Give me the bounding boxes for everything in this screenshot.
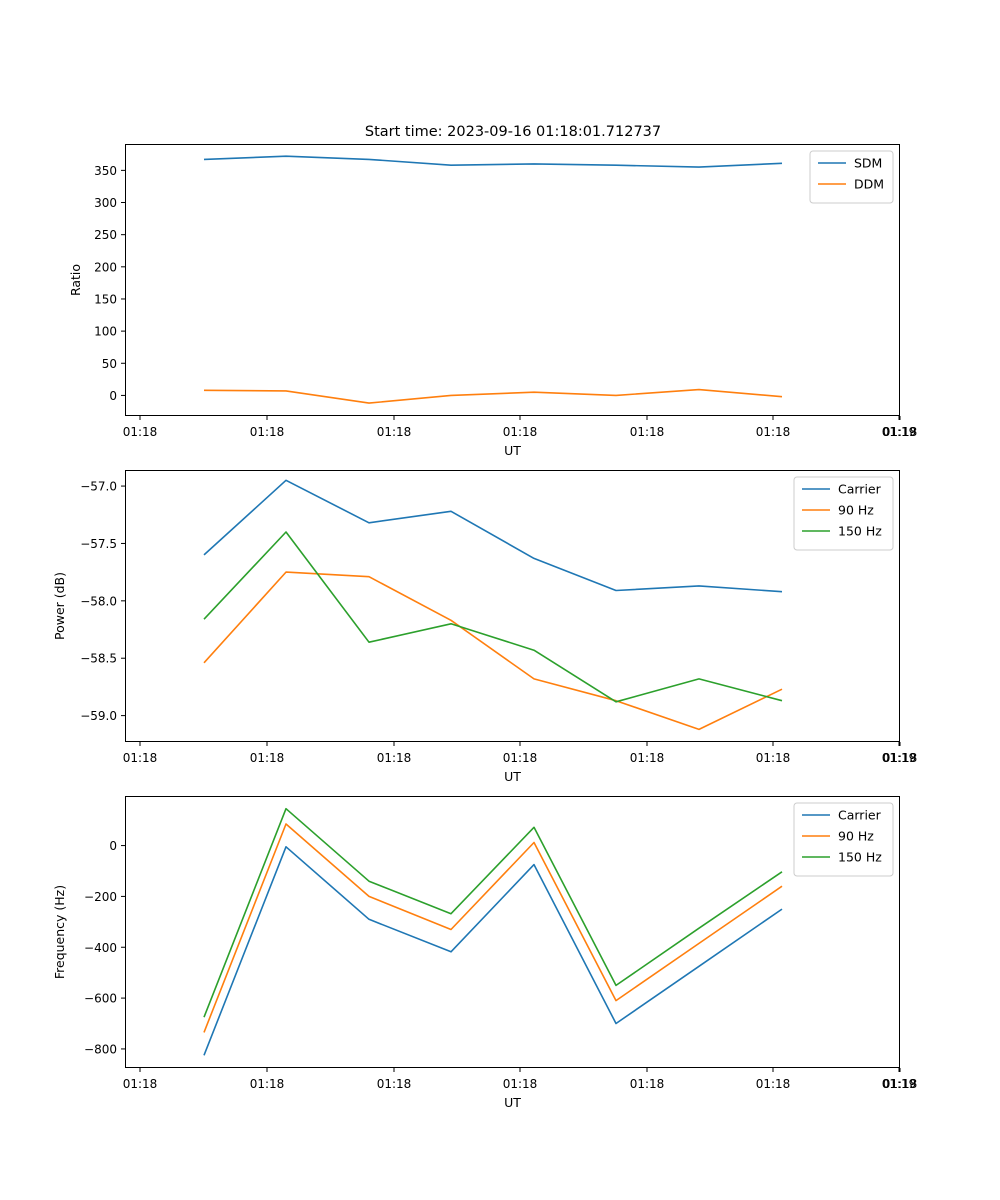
x-tick-label: 01:18 <box>630 1077 665 1091</box>
x-tick-label: 01:18 <box>250 1077 285 1091</box>
legend-label: 90 Hz <box>838 829 874 844</box>
series-line-90-hz <box>203 571 783 731</box>
y-tick-label: −400 <box>84 941 117 955</box>
x-axis-label: UT <box>504 443 521 458</box>
x-tick-label: 01:18 <box>123 1077 158 1091</box>
x-tick-label: 01:18 <box>630 425 665 439</box>
x-tick-label: 01:18 <box>123 425 158 439</box>
y-axis-label: Power (dB) <box>52 572 67 640</box>
y-tick-label: −58.5 <box>80 652 117 666</box>
x-tick-label: 01:19 <box>882 425 917 439</box>
axes-frame <box>125 144 900 416</box>
y-tick-label: 150 <box>94 292 117 306</box>
y-tick-label: 0 <box>109 839 117 853</box>
legend: Carrier 90 Hz 150 Hz <box>793 476 894 551</box>
legend-label: 150 Hz <box>838 524 882 539</box>
panel-3: 01:18 01:18 01:18 01:18 01:18 01:18 01:1801:19… <box>52 796 918 1110</box>
x-tick-label: 01:18 <box>630 751 665 765</box>
legend-label: DDM <box>854 177 884 192</box>
series-line-sdm <box>203 155 783 168</box>
x-tick-label: 01:18 <box>756 425 791 439</box>
x-tick-label: 01:19 <box>882 751 917 765</box>
x-tick-label: 01:18 <box>377 1077 412 1091</box>
y-tick-label: −58.0 <box>80 594 117 608</box>
series-group <box>203 155 783 404</box>
series-line-ddm <box>203 388 783 404</box>
x-tick-label: 01:18 <box>883 425 918 439</box>
x-tick-label: 01:18 <box>250 751 285 765</box>
y-tick-label: −600 <box>84 992 117 1006</box>
figure-title: Start time: 2023-09-16 01:18:01.712737 <box>365 124 661 140</box>
x-tick-label: 01:18 <box>377 425 412 439</box>
legend-label: Carrier <box>838 808 882 823</box>
legend-box <box>809 150 894 204</box>
y-tick-label: −200 <box>84 890 117 904</box>
y-tick-label: 0 <box>109 389 117 403</box>
panels: 01:18 01:18 01:18 01:18 01:18 01:18 01:1801:19… <box>52 144 918 1110</box>
y-axis-label: Ratio <box>68 264 83 296</box>
series-group <box>203 807 783 1056</box>
y-tick-label: 100 <box>94 325 117 339</box>
legend-label: Carrier <box>838 482 882 497</box>
x-tick-label: 01:18 <box>756 751 791 765</box>
x-tick-label: 01:18 <box>123 751 158 765</box>
series-line-150-hz <box>203 531 783 703</box>
series-line-carrier <box>203 479 783 593</box>
series-line-90-hz <box>203 823 783 1033</box>
x-tick-label: 01:18 <box>503 425 538 439</box>
x-tick-label: 01:18 <box>883 751 918 765</box>
y-tick-label: −57.0 <box>80 480 117 494</box>
legend-label: SDM <box>854 156 882 171</box>
y-tick-label: 300 <box>94 196 117 210</box>
axes-frame <box>125 796 900 1068</box>
y-tick-label: 200 <box>94 260 117 274</box>
legend-label: 150 Hz <box>838 850 882 865</box>
panel-2: 01:18 01:18 01:18 01:18 01:18 01:18 01:1801:19… <box>52 470 918 784</box>
x-axis-label: UT <box>504 769 521 784</box>
y-tick-label: −800 <box>84 1042 117 1056</box>
x-tick-label: 01:18 <box>756 1077 791 1091</box>
x-tick-label: 01:19 <box>882 1077 917 1091</box>
y-tick-label: 250 <box>94 228 117 242</box>
legend: SDM DDM <box>809 150 894 204</box>
legend: Carrier 90 Hz 150 Hz <box>793 802 894 877</box>
x-tick-label: 01:18 <box>503 751 538 765</box>
x-tick-label: 01:18 <box>250 425 285 439</box>
series-line-150-hz <box>203 807 783 1018</box>
x-tick-label: 01:18 <box>503 1077 538 1091</box>
x-tick-label: 01:18 <box>377 751 412 765</box>
y-tick-label: −59.0 <box>80 709 117 723</box>
y-tick-label: 50 <box>102 357 117 371</box>
y-axis-label: Frequency (Hz) <box>52 885 67 979</box>
panel-1: 01:18 01:18 01:18 01:18 01:18 01:18 01:1801:19… <box>68 144 918 458</box>
legend-label: 90 Hz <box>838 503 874 518</box>
series-group <box>203 479 783 731</box>
axes-frame <box>125 470 900 742</box>
series-line-carrier <box>203 845 783 1056</box>
x-tick-label: 01:18 <box>883 1077 918 1091</box>
x-axis-label: UT <box>504 1095 521 1110</box>
y-tick-label: −57.5 <box>80 537 117 551</box>
y-tick-label: 350 <box>94 164 117 178</box>
